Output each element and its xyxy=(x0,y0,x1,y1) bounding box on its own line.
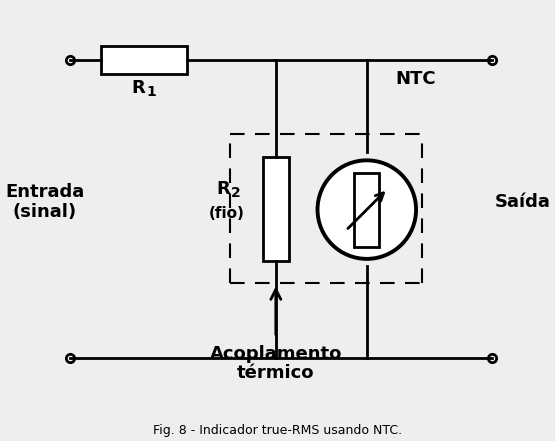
Text: R: R xyxy=(216,180,230,198)
Text: R: R xyxy=(132,79,145,97)
Text: 2: 2 xyxy=(231,186,241,199)
Bar xyxy=(263,157,289,261)
Text: Fig. 8 - Indicador true-RMS usando NTC.: Fig. 8 - Indicador true-RMS usando NTC. xyxy=(153,424,402,437)
Text: térmico: térmico xyxy=(237,364,315,382)
Text: Entrada
(sinal): Entrada (sinal) xyxy=(5,183,84,221)
Text: (fio): (fio) xyxy=(209,206,245,221)
Text: NTC: NTC xyxy=(396,70,436,88)
Text: 1: 1 xyxy=(147,85,157,99)
Text: Acoplamento: Acoplamento xyxy=(210,345,342,363)
Bar xyxy=(355,172,379,247)
Circle shape xyxy=(317,161,416,259)
Text: Saída: Saída xyxy=(495,193,551,211)
Bar xyxy=(102,46,186,74)
